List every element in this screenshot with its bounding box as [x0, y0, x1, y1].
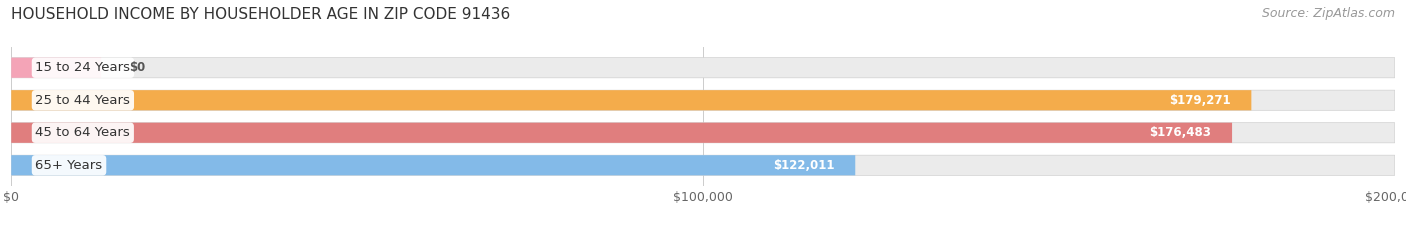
- FancyBboxPatch shape: [11, 90, 1395, 110]
- FancyBboxPatch shape: [11, 90, 1251, 110]
- FancyBboxPatch shape: [11, 58, 1395, 78]
- Text: 45 to 64 Years: 45 to 64 Years: [35, 126, 131, 139]
- FancyBboxPatch shape: [11, 123, 1395, 143]
- FancyBboxPatch shape: [11, 155, 855, 175]
- Text: $0: $0: [129, 61, 145, 74]
- FancyBboxPatch shape: [11, 123, 1232, 143]
- Text: 15 to 24 Years: 15 to 24 Years: [35, 61, 131, 74]
- Text: $176,483: $176,483: [1150, 126, 1212, 139]
- Text: Source: ZipAtlas.com: Source: ZipAtlas.com: [1261, 7, 1395, 20]
- Text: 25 to 44 Years: 25 to 44 Years: [35, 94, 131, 107]
- FancyBboxPatch shape: [11, 155, 1395, 175]
- Text: 65+ Years: 65+ Years: [35, 159, 103, 172]
- Text: $179,271: $179,271: [1168, 94, 1230, 107]
- Text: $122,011: $122,011: [773, 159, 835, 172]
- Text: HOUSEHOLD INCOME BY HOUSEHOLDER AGE IN ZIP CODE 91436: HOUSEHOLD INCOME BY HOUSEHOLDER AGE IN Z…: [11, 7, 510, 22]
- FancyBboxPatch shape: [11, 58, 101, 78]
